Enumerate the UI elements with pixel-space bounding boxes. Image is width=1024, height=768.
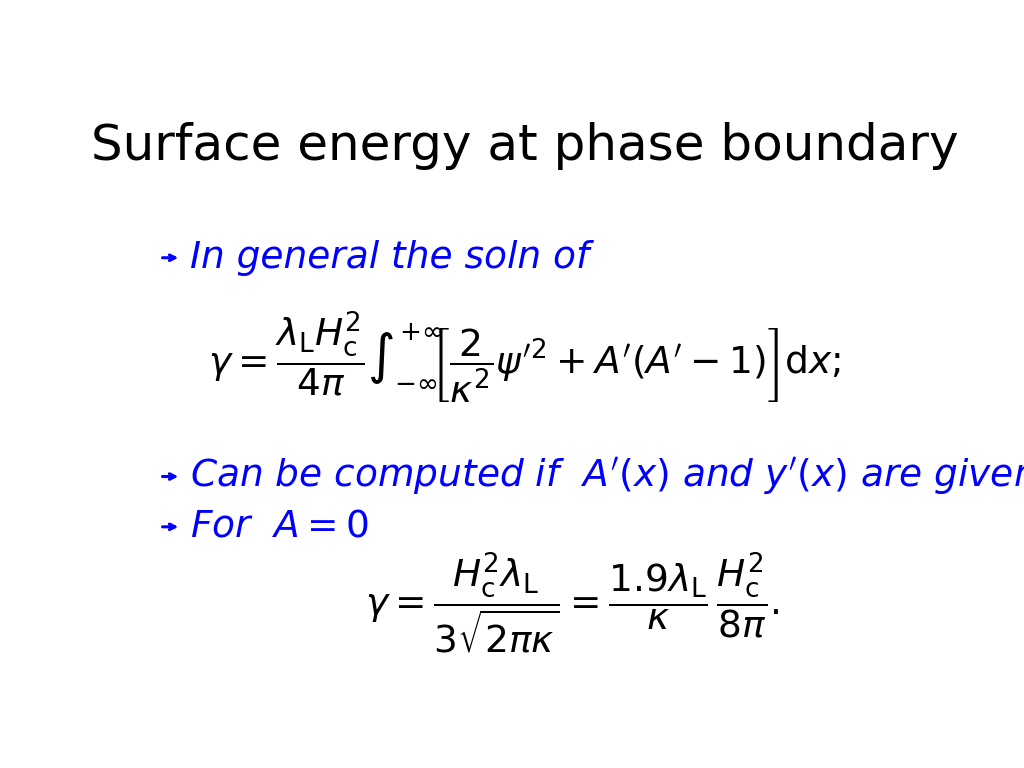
Text: $\gamma = \dfrac{\lambda_{\mathrm{L}}H_{\mathrm{c}}^{2}}{4\pi}\int_{-\infty}^{+\: $\gamma = \dfrac{\lambda_{\mathrm{L}}H_{… (208, 310, 842, 406)
Text: $\gamma = \dfrac{H_{\mathrm{c}}^{2}\lambda_{\mathrm{L}}}{3\sqrt{2\pi\kappa}} = \: $\gamma = \dfrac{H_{\mathrm{c}}^{2}\lamb… (365, 551, 780, 657)
Text: Surface energy at phase boundary: Surface energy at phase boundary (91, 121, 958, 170)
Text: Can be computed if  $A'(x)$ and $y'(x)$ are given.: Can be computed if $A'(x)$ and $y'(x)$ a… (189, 456, 1024, 497)
Text: In general the soln of: In general the soln of (189, 240, 589, 276)
Text: For  $A=0$: For $A=0$ (189, 509, 369, 545)
